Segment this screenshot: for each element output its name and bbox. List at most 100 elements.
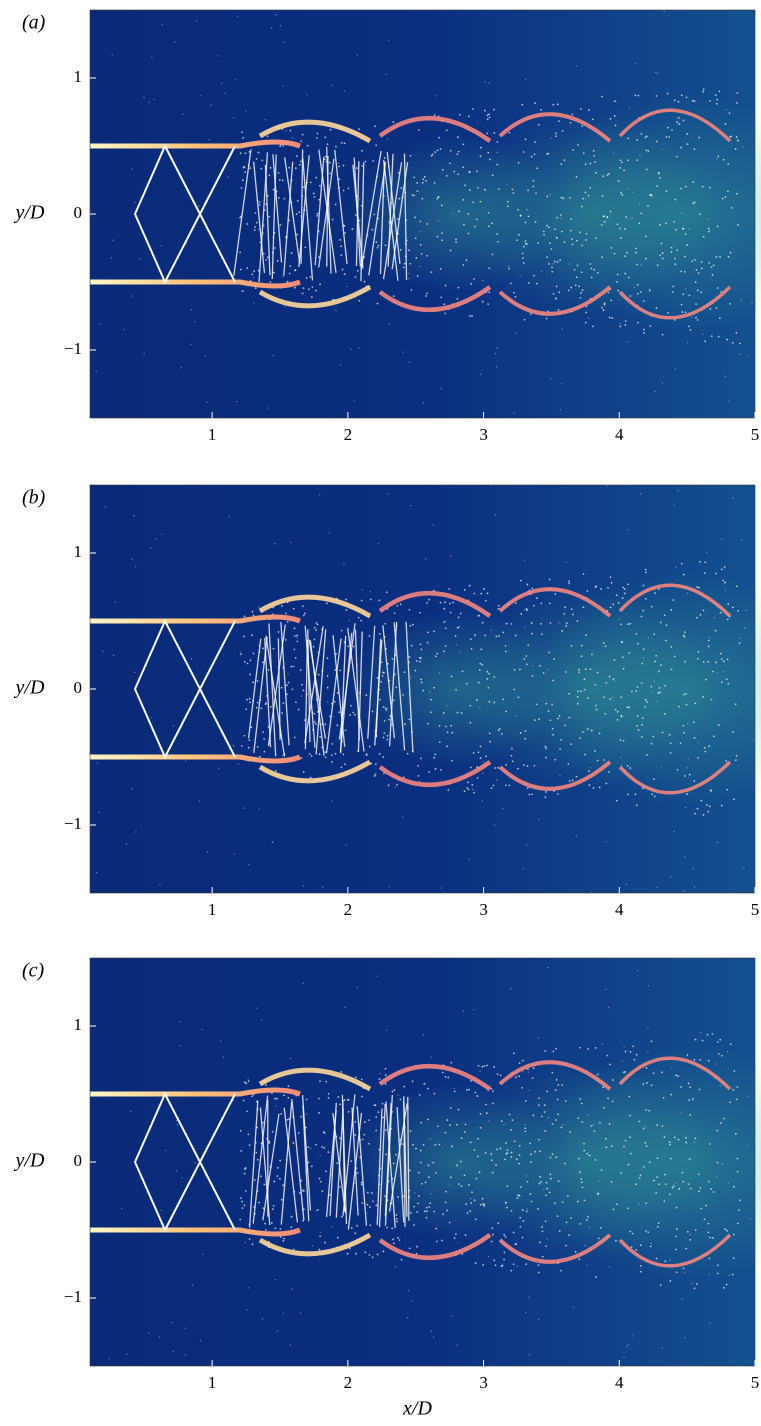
particle — [714, 94, 717, 97]
particle — [150, 716, 153, 719]
particle — [623, 588, 626, 590]
particle — [240, 1150, 243, 1152]
particle — [393, 1242, 395, 1245]
particle — [316, 214, 318, 217]
particle — [708, 745, 711, 748]
particle — [318, 198, 321, 201]
particle — [518, 1162, 521, 1165]
particle — [570, 1217, 573, 1219]
particle — [531, 1077, 534, 1080]
particle — [555, 285, 558, 288]
particle — [403, 723, 406, 726]
particle — [440, 204, 443, 207]
particle — [564, 724, 566, 727]
particle — [503, 1258, 505, 1261]
particle — [457, 173, 460, 176]
particle — [368, 1142, 370, 1145]
particle — [480, 592, 483, 595]
particle — [605, 782, 608, 785]
particle — [524, 1123, 526, 1126]
particle — [652, 1072, 655, 1075]
particle — [441, 1239, 443, 1242]
particle — [588, 1154, 591, 1157]
particle — [524, 1130, 527, 1133]
particle — [720, 681, 723, 684]
particle — [753, 739, 755, 741]
particle — [530, 1153, 532, 1156]
particle — [356, 167, 358, 170]
particle — [517, 233, 520, 236]
particle — [713, 616, 716, 619]
particle — [716, 157, 718, 160]
particle — [631, 217, 633, 220]
particle — [670, 1093, 673, 1096]
particle — [331, 1226, 334, 1228]
particle — [282, 1312, 285, 1315]
particle — [444, 627, 447, 630]
particle — [445, 129, 448, 131]
particle — [680, 187, 683, 190]
particle — [409, 154, 412, 157]
particle — [379, 698, 382, 701]
particle — [583, 1199, 586, 1202]
particle — [506, 1149, 509, 1151]
particle — [503, 1233, 506, 1236]
particle — [408, 249, 410, 252]
particle — [715, 102, 718, 105]
particle — [657, 1222, 660, 1225]
particle — [636, 139, 639, 141]
particle — [637, 94, 640, 97]
particle — [609, 576, 612, 579]
particle — [539, 1175, 542, 1178]
particle — [416, 1211, 419, 1213]
particle — [609, 118, 612, 120]
particle — [526, 765, 529, 767]
particle — [661, 382, 664, 384]
particle — [603, 696, 606, 699]
particle — [281, 712, 284, 714]
particle — [644, 705, 647, 708]
vortex — [378, 285, 492, 312]
particle — [699, 1032, 702, 1034]
particle — [626, 706, 629, 709]
particle — [654, 592, 656, 594]
particle — [606, 174, 609, 176]
particle — [148, 1332, 150, 1334]
particle — [248, 739, 251, 741]
particle — [715, 572, 717, 575]
particle — [697, 756, 699, 759]
particle — [360, 619, 363, 622]
particle — [724, 195, 727, 198]
particle — [693, 1141, 696, 1144]
particle — [579, 1098, 582, 1100]
particle — [586, 1152, 589, 1155]
particle — [575, 239, 578, 242]
y-axis-label: y/D — [14, 1150, 45, 1172]
particle — [324, 155, 327, 158]
particle — [585, 311, 588, 314]
particle — [695, 316, 697, 319]
particle — [688, 1099, 691, 1102]
particle — [730, 135, 733, 138]
particle — [287, 673, 289, 675]
particle — [627, 529, 629, 531]
particle — [239, 216, 241, 219]
particle — [722, 670, 724, 673]
particle — [589, 263, 592, 265]
particle — [653, 795, 656, 798]
particle — [729, 1101, 732, 1104]
particle — [686, 244, 689, 246]
particle — [724, 589, 727, 592]
particle — [708, 1273, 710, 1275]
particle — [314, 1143, 317, 1146]
particle — [683, 890, 685, 892]
particle — [479, 662, 482, 665]
particle — [620, 191, 622, 194]
particle — [559, 774, 561, 777]
particle — [607, 291, 610, 294]
particle — [613, 659, 616, 662]
particle — [621, 1060, 624, 1063]
particle — [594, 1276, 597, 1278]
particle — [708, 1257, 711, 1260]
particle — [680, 303, 683, 306]
